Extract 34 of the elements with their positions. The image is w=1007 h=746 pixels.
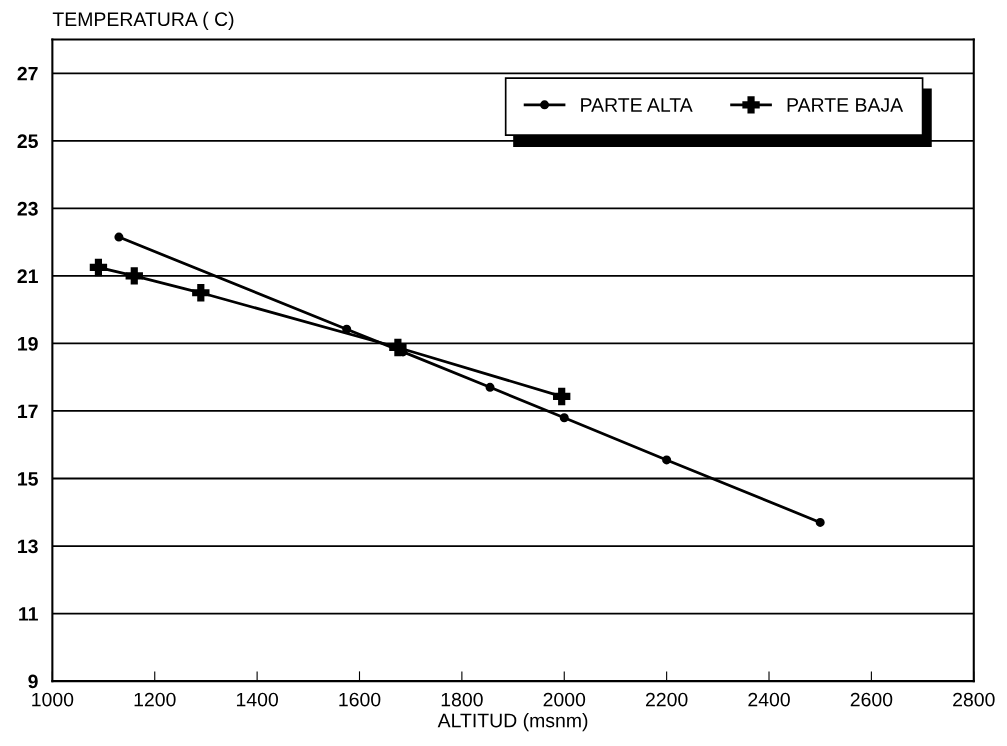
y-tick-label: 9 bbox=[28, 674, 38, 689]
y-tick-label: 19 bbox=[18, 336, 38, 351]
point bbox=[342, 324, 352, 334]
point bbox=[89, 258, 108, 277]
point bbox=[662, 455, 672, 465]
y-tick-label: 15 bbox=[18, 472, 38, 486]
y-tick-label: 13 bbox=[18, 539, 38, 554]
point bbox=[192, 284, 210, 302]
x-tick-label: 2600 bbox=[850, 692, 893, 707]
x-axis-title: ALTITUD (msnm) bbox=[437, 713, 588, 732]
legend-label: PARTE ALTA bbox=[581, 98, 693, 112]
y-tick-label: 27 bbox=[17, 66, 38, 81]
y-tick-label: 21 bbox=[17, 269, 38, 283]
x-tick-label: 1200 bbox=[134, 692, 176, 707]
y-axis-title: TEMPERATURA ( C) bbox=[52, 11, 234, 30]
point bbox=[559, 413, 569, 423]
x-tick-label: 1600 bbox=[339, 692, 381, 707]
x-tick-label: 1800 bbox=[441, 692, 483, 707]
y-tick-label: 25 bbox=[17, 134, 38, 149]
point bbox=[815, 517, 825, 527]
point bbox=[114, 232, 124, 242]
y-tick-label: 23 bbox=[17, 201, 38, 216]
x-tick-label: 2200 bbox=[645, 692, 688, 707]
x-tick-label: 1000 bbox=[32, 692, 74, 707]
x-tick-label: 2800 bbox=[953, 692, 995, 707]
point bbox=[125, 267, 143, 285]
point bbox=[485, 382, 495, 392]
x-tick-label: 1400 bbox=[236, 692, 278, 707]
x-tick-label: 2400 bbox=[748, 692, 790, 707]
legend-label: PARTE BAJA bbox=[787, 98, 904, 112]
x-tick-label: 2000 bbox=[543, 692, 586, 707]
point bbox=[553, 387, 571, 406]
y-tick-label: 17 bbox=[18, 404, 38, 419]
y-tick-label: 11 bbox=[19, 607, 38, 621]
